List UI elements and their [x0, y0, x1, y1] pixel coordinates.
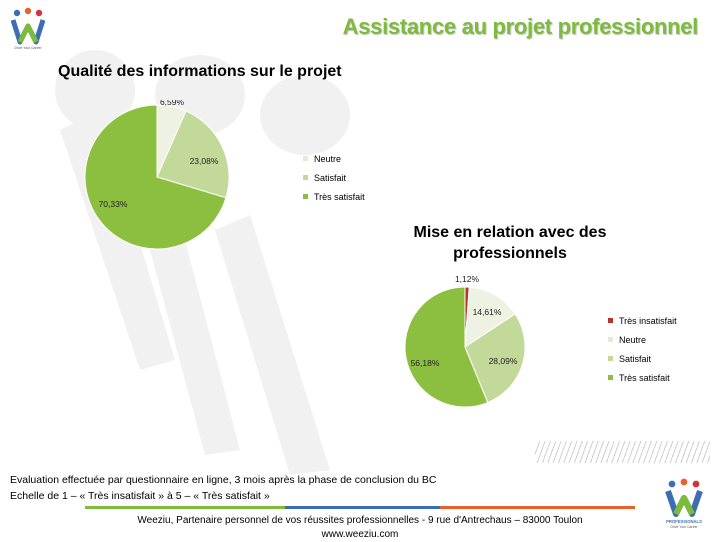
footer-bar-blue: [285, 506, 440, 509]
legend-swatch: [303, 194, 308, 199]
legend-item-tres-insatisfait: Très insatisfait: [608, 311, 677, 330]
pie-slice-tres-satisfait: [84, 104, 227, 250]
footnote-line-1: Evaluation effectuée par questionnaire e…: [10, 474, 437, 486]
slide-title: Assistance au projet professionnel: [342, 14, 699, 39]
legend-swatch: [303, 156, 308, 161]
footer-website[interactable]: www.weeziu.com: [321, 529, 399, 540]
footnote: Evaluation effectuée par questionnaire e…: [10, 472, 437, 504]
legend-item-satisfait: Satisfait: [608, 349, 677, 368]
pie-slice-neutre: [464, 286, 516, 348]
weeziu-logo: Drive Your Career: [10, 7, 46, 50]
footer-address: Weeziu, Partenaire personnel de vos réus…: [137, 515, 583, 526]
pie-chart-networking: 1,12% 14,61% 28,09% 56,18%: [404, 274, 526, 408]
legend-swatch: [608, 318, 613, 323]
legend-label: Très satisfait: [314, 191, 365, 202]
legend-item-tres-satisfait: Très satisfait: [303, 187, 365, 206]
decorative-hatch: [535, 441, 710, 463]
data-label-tres-satisfait: 70,33%: [99, 199, 128, 209]
legend-item-satisfait: Satisfait: [303, 168, 365, 187]
footer: Weeziu, Partenaire personnel de vos réus…: [85, 514, 635, 542]
chart1-title: Qualité des informations sur le projet: [58, 63, 342, 80]
chart1-legend: Neutre Satisfait Très satisfait: [303, 149, 365, 206]
pie-slice-tres-satisfait: [404, 286, 489, 408]
legend-item-tres-satisfait: Très satisfait: [608, 368, 677, 387]
legend-swatch: [303, 175, 308, 180]
legend-label: Satisfait: [619, 353, 652, 364]
data-label-neutre: 6,59%: [160, 100, 185, 107]
data-label-tres-satisfait: 56,18%: [411, 358, 440, 368]
legend-item-neutre: Neutre: [608, 330, 677, 349]
weeziu-professionals-logo: PROFESSIONALS Drive Your Career: [665, 478, 703, 529]
footer-bar-orange: [440, 506, 635, 509]
data-label-satisfait: 23,08%: [190, 156, 219, 166]
legend-swatch: [608, 356, 613, 361]
footer-bar-green: [85, 506, 285, 509]
legend-swatch: [608, 375, 613, 380]
legend-label: Très insatisfait: [619, 315, 677, 326]
chart2-legend: Très insatisfait Neutre Satisfait Très sati…: [608, 311, 677, 387]
pie-slice-satisfait: [464, 313, 526, 404]
logo-professionals-text: PROFESSIONALS: [666, 519, 702, 524]
chart2-title: Mise en relation avec des professionnels: [413, 224, 607, 262]
legend-label: Neutre: [619, 334, 647, 345]
data-label-neutre: 14,61%: [473, 307, 502, 317]
legend-item-neutre: Neutre: [303, 149, 365, 168]
data-label-satisfait: 28,09%: [489, 356, 518, 366]
legend-label: Satisfait: [314, 172, 347, 183]
pie-slice-satisfait: [156, 110, 230, 199]
legend-label: Très satisfait: [619, 372, 670, 383]
footnote-line-2: Echelle de 1 – « Très insatisfait » à 5 …: [10, 490, 270, 502]
logo-bottom-tagline: Drive Your Career: [671, 525, 699, 529]
legend-label: Neutre: [314, 153, 342, 164]
pie-chart-quality: 6,59% 23,08% 70,33%: [84, 100, 230, 250]
data-label-tres-insatisfait: 1,12%: [455, 274, 480, 284]
legend-swatch: [608, 337, 613, 342]
logo-tagline: Drive Your Career: [15, 46, 43, 50]
